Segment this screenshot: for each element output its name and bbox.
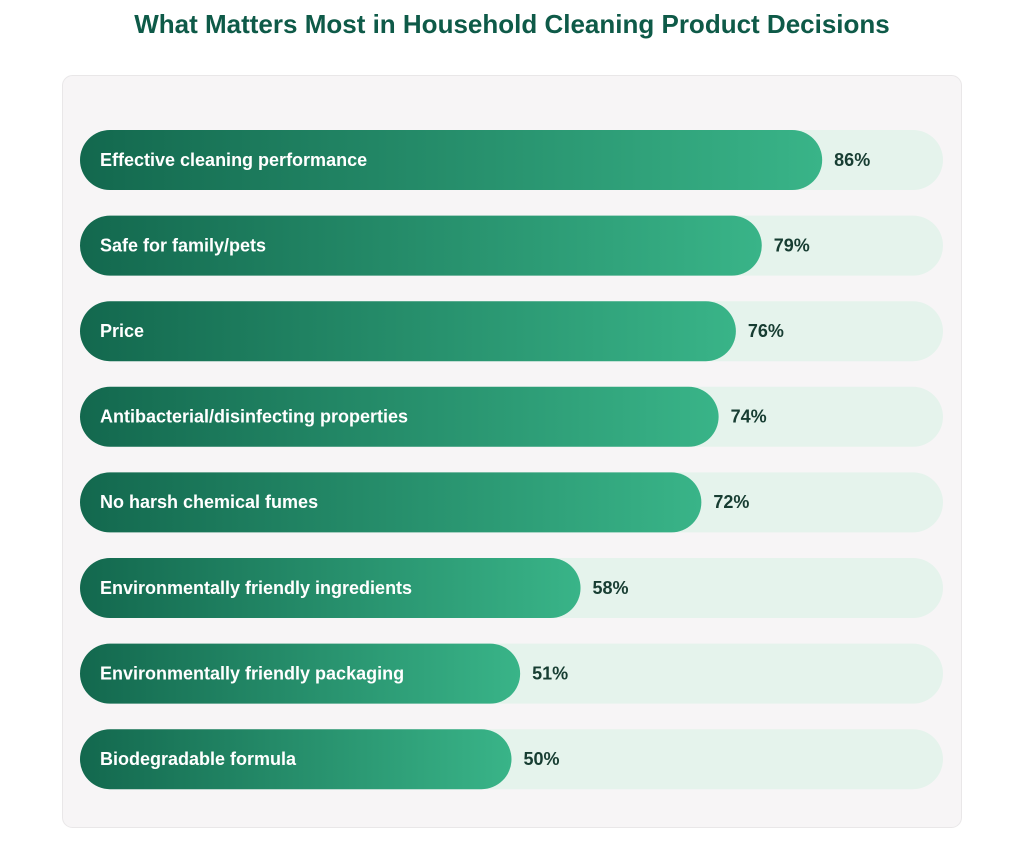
value-label: 76% bbox=[748, 321, 784, 341]
value-label: 72% bbox=[713, 492, 749, 512]
value-label: 50% bbox=[524, 749, 560, 769]
bar-label: No harsh chemical fumes bbox=[100, 492, 318, 512]
bar bbox=[80, 729, 512, 790]
value-label: 79% bbox=[774, 235, 810, 255]
bar-label: Price bbox=[100, 321, 144, 341]
bar bbox=[80, 386, 719, 447]
bar bbox=[80, 472, 702, 533]
value-label: 58% bbox=[593, 578, 629, 598]
bar bbox=[80, 130, 823, 190]
bar bbox=[80, 301, 736, 362]
bar-label: Biodegradable formula bbox=[100, 749, 297, 769]
value-label: 51% bbox=[532, 663, 568, 683]
bar-label: Environmentally friendly ingredients bbox=[100, 578, 412, 598]
bar-label: Effective cleaning performance bbox=[100, 150, 367, 170]
value-label: 74% bbox=[731, 407, 767, 427]
value-label: 86% bbox=[834, 150, 870, 170]
bar bbox=[80, 558, 581, 618]
bar-label: Antibacterial/disinfecting properties bbox=[100, 407, 408, 427]
bar-label: Safe for family/pets bbox=[100, 235, 266, 255]
bar bbox=[80, 215, 762, 276]
bar-label: Environmentally friendly packaging bbox=[100, 663, 404, 683]
bar bbox=[80, 643, 521, 704]
chart-title: What Matters Most in Household Cleaning … bbox=[134, 9, 890, 39]
